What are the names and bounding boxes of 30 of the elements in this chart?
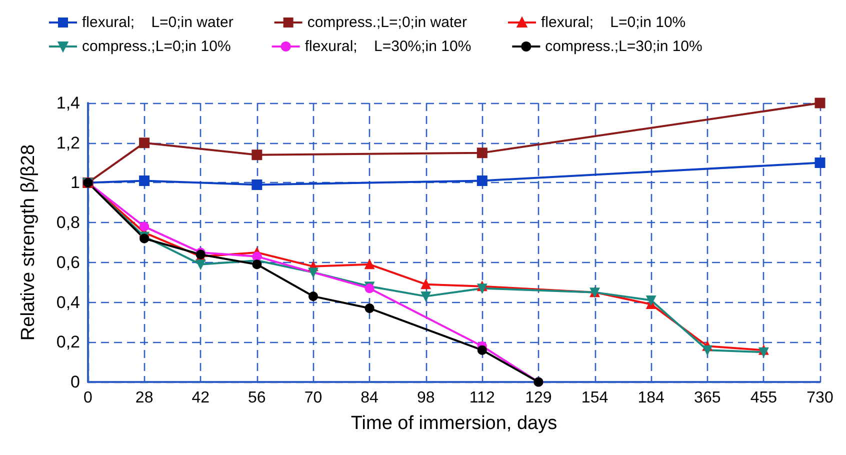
y-tick-label: 0 <box>70 372 80 392</box>
x-tick-label: 730 <box>806 390 834 406</box>
x-tick-label: 129 <box>525 390 552 406</box>
y-tick-label: 0,8 <box>56 213 80 232</box>
legend-label: flexural; L=30%;in 10% <box>304 38 472 55</box>
x-tick-label: 56 <box>248 390 266 406</box>
y-tick-label: 1,4 <box>56 94 80 112</box>
x-tick-label: 70 <box>304 390 322 406</box>
legend-label: flexural; L=0;in water <box>82 14 234 31</box>
x-tick-label: 0 <box>84 390 93 406</box>
x-tick-label: 84 <box>360 390 379 406</box>
x-tick-label: 455 <box>750 390 778 406</box>
legend-label: compress.;L=0;in 10% <box>82 38 231 55</box>
legend-label: compress.;L=;0;in water <box>307 14 467 31</box>
x-tick-label: 112 <box>469 390 496 406</box>
x-axis-title: Time of immersion, days <box>350 413 558 434</box>
x-tick-label: 98 <box>416 390 435 406</box>
legend-label: compress.;L=30;in 10% <box>545 38 702 55</box>
legend-label: flexural; L=0;in 10% <box>540 14 686 31</box>
x-tick-label: 42 <box>192 390 210 406</box>
y-tick-label: 1 <box>70 173 80 192</box>
y-tick-label: 1,2 <box>56 133 80 152</box>
y-tick-label: 0,2 <box>56 332 80 352</box>
y-tick-label: 0,6 <box>56 252 80 272</box>
x-tick-label: 184 <box>638 390 665 406</box>
x-tick-label: 28 <box>135 390 154 406</box>
y-tick-label: 0,4 <box>56 292 80 312</box>
x-tick-label: 365 <box>694 390 721 406</box>
y-axis-title: Relative strength β/β28 <box>18 144 39 341</box>
x-tick-label: 154 <box>581 390 608 406</box>
